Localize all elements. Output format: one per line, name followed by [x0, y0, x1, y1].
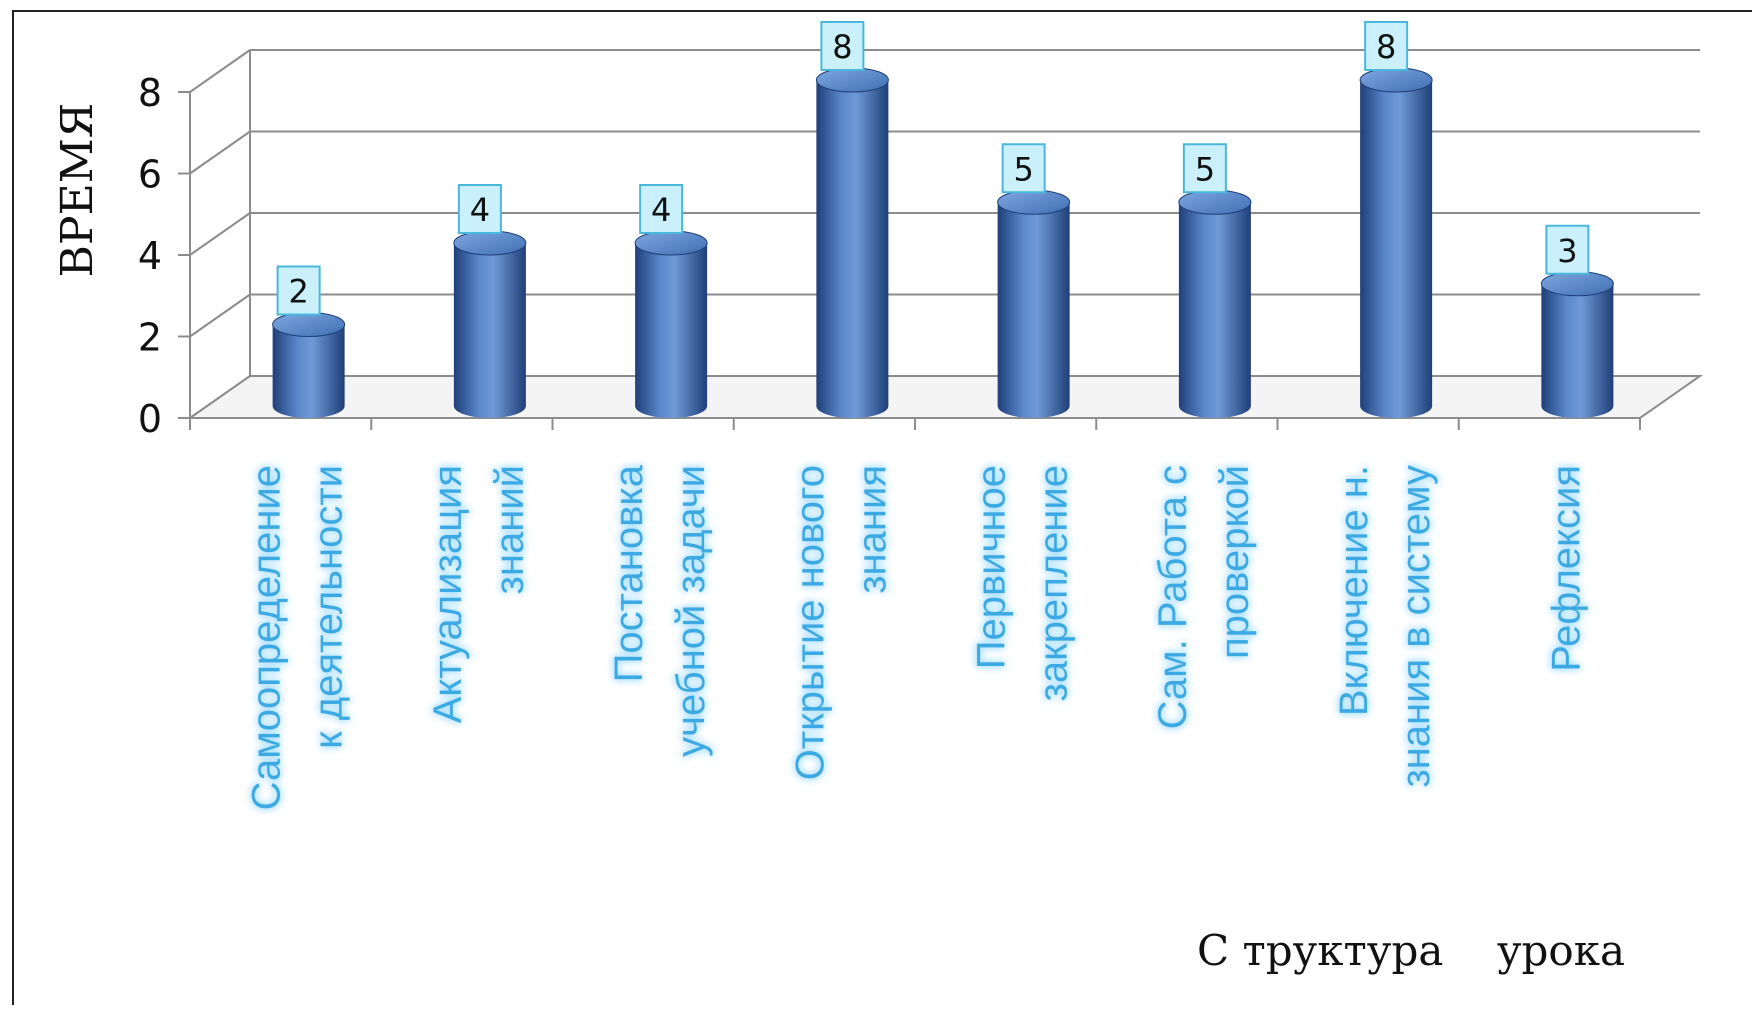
- category-label-line: закрепление: [1032, 465, 1076, 702]
- bar: [997, 189, 1071, 419]
- data-label-text: 4: [651, 191, 671, 229]
- category-label: Постановка учебной задачи: [607, 464, 713, 757]
- category-label: Самоопределение к деятельности: [245, 465, 351, 810]
- bar-body: [1178, 202, 1251, 419]
- data-label-box: [457, 184, 502, 234]
- data-label: 4: [639, 184, 684, 234]
- category-label: Включение н. знания в систему: [1332, 465, 1438, 788]
- data-label-text: 2: [288, 273, 308, 311]
- category-label-line: учебной задачи: [669, 465, 713, 757]
- data-label-box: [276, 265, 321, 316]
- bar-body: [1360, 80, 1433, 419]
- data-label-box: [1001, 143, 1046, 194]
- category-label-line: Рефлексия: [1544, 465, 1588, 672]
- data-label: 3: [1545, 224, 1590, 275]
- data-label-box: [1545, 224, 1590, 275]
- category-label-line: Самоопределение: [245, 465, 289, 810]
- category-label: Открытие нового знания: [788, 465, 894, 780]
- floor: [186, 375, 1704, 419]
- data-label: 5: [1182, 143, 1227, 194]
- bar: [453, 230, 527, 419]
- data-label-box: [820, 21, 865, 71]
- bar-body: [816, 80, 889, 419]
- category-label-line: Сам. Работа с: [1151, 465, 1195, 729]
- data-label: 2: [276, 265, 321, 316]
- data-label-text: 5: [1013, 150, 1033, 188]
- bar-top: [1540, 271, 1614, 297]
- data-label: 8: [820, 21, 865, 71]
- bar-body: [1541, 283, 1614, 419]
- bars: [272, 67, 1614, 419]
- category-label-line: Постановка: [607, 464, 651, 682]
- bar-top: [1178, 189, 1252, 215]
- bar-top: [634, 230, 708, 256]
- data-label-text: 8: [832, 28, 852, 66]
- category-label-line: проверкой: [1213, 465, 1257, 659]
- y-tick-label: 4: [138, 234, 162, 278]
- data-labels: 2 4 4 8 5 5 8 3: [276, 21, 1590, 316]
- bar-top: [997, 189, 1071, 215]
- bar: [1359, 67, 1433, 419]
- gridline-side-8: [189, 49, 251, 93]
- category-label: Актуализация знаний: [426, 465, 532, 723]
- data-label: 8: [1364, 21, 1409, 71]
- category-label-line: знания: [850, 465, 894, 594]
- data-label-text: 5: [1195, 150, 1215, 188]
- bar-body: [453, 243, 526, 419]
- bar: [1178, 189, 1252, 419]
- bar-top: [1359, 67, 1433, 93]
- bar-top: [815, 67, 889, 93]
- bar-top: [453, 230, 527, 256]
- category-label-line: Открытие нового: [788, 465, 832, 780]
- category-label: Первичное закрепление: [970, 465, 1076, 702]
- grid: [186, 49, 1704, 419]
- bar-body: [272, 324, 345, 419]
- data-label-text: 8: [1376, 28, 1396, 66]
- gridline-side-4: [189, 212, 251, 256]
- y-axis: 0 2 4 6 8: [138, 50, 1641, 441]
- data-label-box: [1364, 21, 1409, 71]
- data-label: 5: [1001, 143, 1046, 194]
- gridline-side-2: [189, 293, 251, 338]
- category-label-line: к деятельности: [307, 465, 351, 749]
- bar-body: [997, 202, 1070, 419]
- y-tick-label: 0: [138, 397, 162, 441]
- y-tick-label: 8: [138, 71, 162, 115]
- bar-body: [635, 243, 708, 419]
- data-label-box: [639, 184, 684, 234]
- category-label-line: знания в систему: [1394, 465, 1438, 788]
- category-label-line: Первичное: [970, 465, 1014, 669]
- x-axis-title: С труктура урока: [1197, 926, 1625, 975]
- category-label-line: Включение н.: [1332, 465, 1376, 716]
- y-tick-label: 2: [138, 316, 162, 360]
- y-axis-title: ВРЕМЯ: [52, 103, 103, 278]
- y-tick-label: 6: [138, 153, 162, 197]
- bar: [815, 67, 889, 419]
- bar: [1540, 271, 1614, 419]
- data-label-box: [1182, 143, 1227, 194]
- data-label: 4: [457, 184, 502, 234]
- data-label-text: 4: [470, 191, 490, 229]
- bar-top: [272, 312, 346, 337]
- bar: [272, 312, 346, 419]
- bar: [634, 230, 708, 419]
- category-label-line: Актуализация: [426, 465, 470, 723]
- data-label-text: 3: [1557, 232, 1577, 270]
- category-label: Сам. Работа с проверкой: [1151, 465, 1257, 729]
- category-label-line: знаний: [488, 465, 532, 594]
- category-label: Рефлексия: [1544, 465, 1588, 672]
- gridline-side-6: [189, 130, 251, 175]
- category-labels: Самоопределение к деятельности Актуализаци…: [245, 464, 1589, 810]
- chart-frame: [12, 10, 1752, 1005]
